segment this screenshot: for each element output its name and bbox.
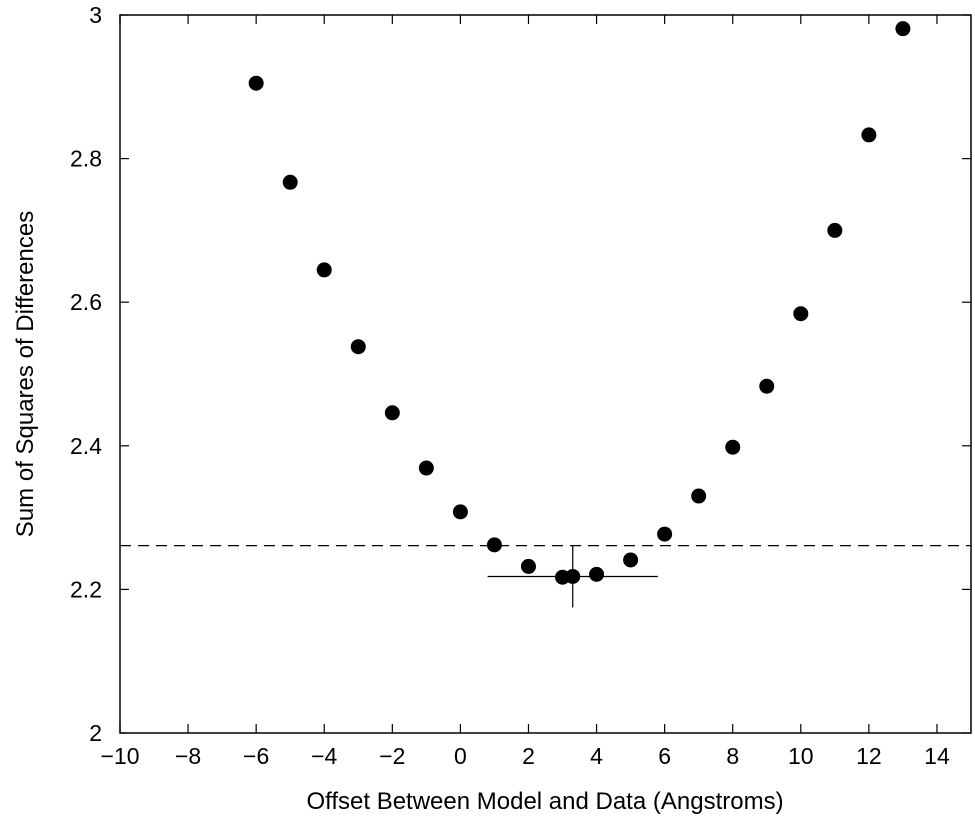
y-tick-label: 3 <box>89 2 102 28</box>
data-point <box>452 504 468 520</box>
data-point <box>589 566 605 582</box>
x-tick-label: 8 <box>726 743 739 769</box>
data-point <box>691 488 707 504</box>
y-tick-label: 2.8 <box>70 146 102 172</box>
x-tick-label: −8 <box>175 743 201 769</box>
tick-marks <box>119 14 971 734</box>
data-point <box>861 127 877 143</box>
data-points <box>248 21 911 585</box>
x-tick-label: −10 <box>100 743 139 769</box>
data-point <box>657 526 673 542</box>
x-tick-label: 4 <box>590 743 603 769</box>
data-point <box>350 339 366 355</box>
data-point <box>316 262 332 278</box>
data-point <box>895 21 911 37</box>
x-tick-label: 2 <box>522 743 535 769</box>
x-tick-label: −4 <box>311 743 337 769</box>
data-point <box>827 222 843 238</box>
x-axis-label: Offset Between Model and Data (Angstroms… <box>306 788 783 815</box>
x-tick-label: −6 <box>243 743 269 769</box>
data-point <box>282 174 298 190</box>
y-axis-label: Sum of Squares of Differences <box>12 211 39 537</box>
x-tick-label: 12 <box>856 743 882 769</box>
tick-labels: −10 −8 −6 −4 −2 0 2 4 6 8 10 12 14 2 2.2 2.4 2.6 2.8 3 <box>70 2 950 769</box>
data-point <box>384 405 400 421</box>
data-point <box>725 439 741 455</box>
y-tick-label: 2 <box>89 720 102 746</box>
data-point <box>759 378 775 394</box>
data-point <box>486 537 502 553</box>
data-point <box>623 552 639 568</box>
x-tick-label: 6 <box>658 743 671 769</box>
chart-overlays <box>120 545 971 608</box>
plot-frame <box>119 14 972 734</box>
data-point <box>520 558 536 574</box>
y-tick-label: 2.6 <box>70 289 102 315</box>
y-tick-label: 2.4 <box>70 433 102 459</box>
data-point <box>565 568 581 584</box>
x-tick-label: −2 <box>379 743 405 769</box>
data-point <box>248 75 264 91</box>
x-tick-label: 14 <box>924 743 950 769</box>
data-point <box>793 306 809 322</box>
data-point <box>418 460 434 476</box>
x-tick-label: 0 <box>454 743 467 769</box>
x-tick-label: 10 <box>788 743 814 769</box>
y-tick-label: 2.2 <box>70 576 102 602</box>
